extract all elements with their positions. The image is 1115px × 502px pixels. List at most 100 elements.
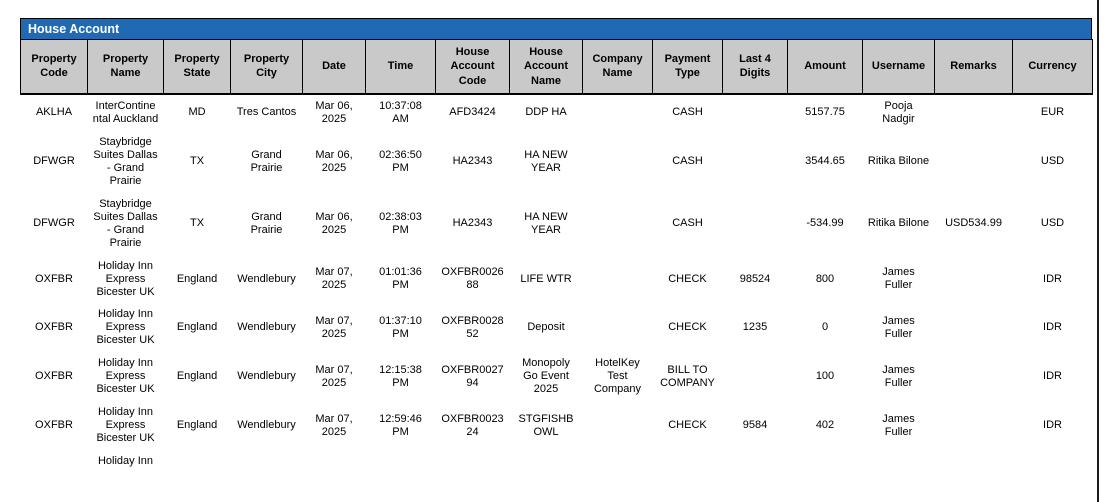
cell-time: 10:37:08 AM (365, 93, 436, 131)
cell-property_state: England (163, 254, 231, 304)
cell-currency: IDR (1012, 303, 1093, 353)
column-header-house_account_name: House Account Name (509, 38, 583, 95)
cell-house_account_code: OXFBR002688 (435, 254, 510, 304)
column-header-last_4_digits: Last 4 Digits (722, 38, 788, 95)
column-header-property_code: Property Code (20, 38, 88, 95)
cell-last_4_digits (722, 352, 788, 402)
cell-house_account_name (509, 450, 583, 474)
cell-username: Ritika Bilone (862, 130, 935, 193)
cell-remarks (934, 254, 1013, 304)
cell-last_4_digits (722, 130, 788, 193)
column-header-property_name: Property Name (87, 38, 164, 95)
house-account-table: Property Code Property Name Property State… (20, 38, 1093, 474)
cell-time (365, 450, 436, 474)
cell-last_4_digits: 1235 (722, 303, 788, 353)
cell-currency: IDR (1012, 401, 1093, 451)
cell-payment_type: CASH (652, 93, 723, 131)
table-header: Property Code Property Name Property State… (20, 38, 1093, 95)
cell-username: James Fuller (862, 401, 935, 451)
cell-amount: 402 (787, 401, 863, 451)
cell-property_city: Wendlebury (230, 352, 303, 402)
column-header-property_city: Property City (230, 38, 303, 95)
column-header-date: Date (302, 38, 366, 95)
cell-property_name: Staybridge Suites Dallas - Grand Prairie (87, 192, 164, 255)
cell-company_name (582, 192, 653, 255)
cell-currency: USD (1012, 130, 1093, 193)
cell-property_name: Holiday Inn Express Bicester UK (87, 401, 164, 451)
column-header-house_account_code: House Account Code (435, 38, 510, 95)
cell-last_4_digits (722, 192, 788, 255)
cell-company_name (582, 303, 653, 353)
header-row: Property Code Property Name Property State… (20, 38, 1093, 95)
cell-property_state: MD (163, 93, 231, 131)
cell-property_code (20, 450, 88, 474)
cell-payment_type: CASH (652, 130, 723, 193)
cell-house_account_name: HA NEW YEAR (509, 130, 583, 193)
cell-username: James Fuller (862, 352, 935, 402)
cell-house_account_name: Monopoly Go Event 2025 (509, 352, 583, 402)
column-header-property_state: Property State (163, 38, 231, 95)
cell-username: Pooja Nadgir (862, 93, 935, 131)
table-row: DFWGR Staybridge Suites Dallas - Grand Pr… (20, 192, 1093, 255)
column-header-payment_type: Payment Type (652, 38, 723, 95)
table-row: OXFBR Holiday Inn Express Bicester UK Engl… (20, 254, 1093, 304)
cell-username (862, 450, 935, 474)
cell-currency: IDR (1012, 254, 1093, 304)
cell-property_city: Wendlebury (230, 254, 303, 304)
cell-payment_type: CASH (652, 192, 723, 255)
cell-remarks (934, 401, 1013, 451)
cell-currency: USD (1012, 192, 1093, 255)
cell-username: Ritika Bilone (862, 192, 935, 255)
cell-amount: -534.99 (787, 192, 863, 255)
cell-company_name: HotelKey Test Company (582, 352, 653, 402)
cell-currency: EUR (1012, 93, 1093, 131)
cell-house_account_code: AFD3424 (435, 93, 510, 131)
cell-last_4_digits: 9584 (722, 401, 788, 451)
cell-time: 02:36:50 PM (365, 130, 436, 193)
cell-date: Mar 07, 2025 (302, 254, 366, 304)
cell-remarks (934, 352, 1013, 402)
table-row: OXFBR Holiday Inn Express Bicester UK Engl… (20, 303, 1093, 353)
cell-house_account_name: LIFE WTR (509, 254, 583, 304)
cell-amount: 3544.65 (787, 130, 863, 193)
cell-currency: IDR (1012, 352, 1093, 402)
column-header-currency: Currency (1012, 38, 1093, 95)
cell-property_code: DFWGR (20, 192, 88, 255)
cell-time: 01:37:10 PM (365, 303, 436, 353)
cell-username: James Fuller (862, 303, 935, 353)
cell-time: 12:15:38 PM (365, 352, 436, 402)
house-account-report: House Account Property Code Property Name… (20, 18, 1093, 474)
cell-last_4_digits (722, 450, 788, 474)
cell-payment_type: CHECK (652, 254, 723, 304)
cell-last_4_digits (722, 93, 788, 131)
cell-house_account_code: OXFBR002324 (435, 401, 510, 451)
cell-property_state: TX (163, 130, 231, 193)
cell-house_account_name: STGFISHB OWL (509, 401, 583, 451)
cell-property_code: OXFBR (20, 303, 88, 353)
cell-username: James Fuller (862, 254, 935, 304)
cell-remarks (934, 450, 1013, 474)
column-header-amount: Amount (787, 38, 863, 95)
cell-house_account_name: DDP HA (509, 93, 583, 131)
cell-amount: 0 (787, 303, 863, 353)
cell-remarks (934, 303, 1013, 353)
cell-payment_type (652, 450, 723, 474)
report-title: House Account (28, 22, 120, 36)
table-row: Holiday Inn (20, 450, 1093, 474)
cell-company_name (582, 450, 653, 474)
cell-property_state: England (163, 352, 231, 402)
cell-property_code: AKLHA (20, 93, 88, 131)
cell-date: Mar 06, 2025 (302, 130, 366, 193)
cell-remarks (934, 130, 1013, 193)
cell-house_account_name: HA NEW YEAR (509, 192, 583, 255)
cell-company_name (582, 130, 653, 193)
column-header-remarks: Remarks (934, 38, 1013, 95)
cell-property_name: Holiday Inn Express Bicester UK (87, 254, 164, 304)
cell-house_account_code: HA2343 (435, 192, 510, 255)
cell-remarks (934, 93, 1013, 131)
cell-house_account_code: HA2343 (435, 130, 510, 193)
cell-date: Mar 07, 2025 (302, 303, 366, 353)
cell-property_name: Holiday Inn Express Bicester UK (87, 303, 164, 353)
cell-house_account_code: OXFBR002794 (435, 352, 510, 402)
